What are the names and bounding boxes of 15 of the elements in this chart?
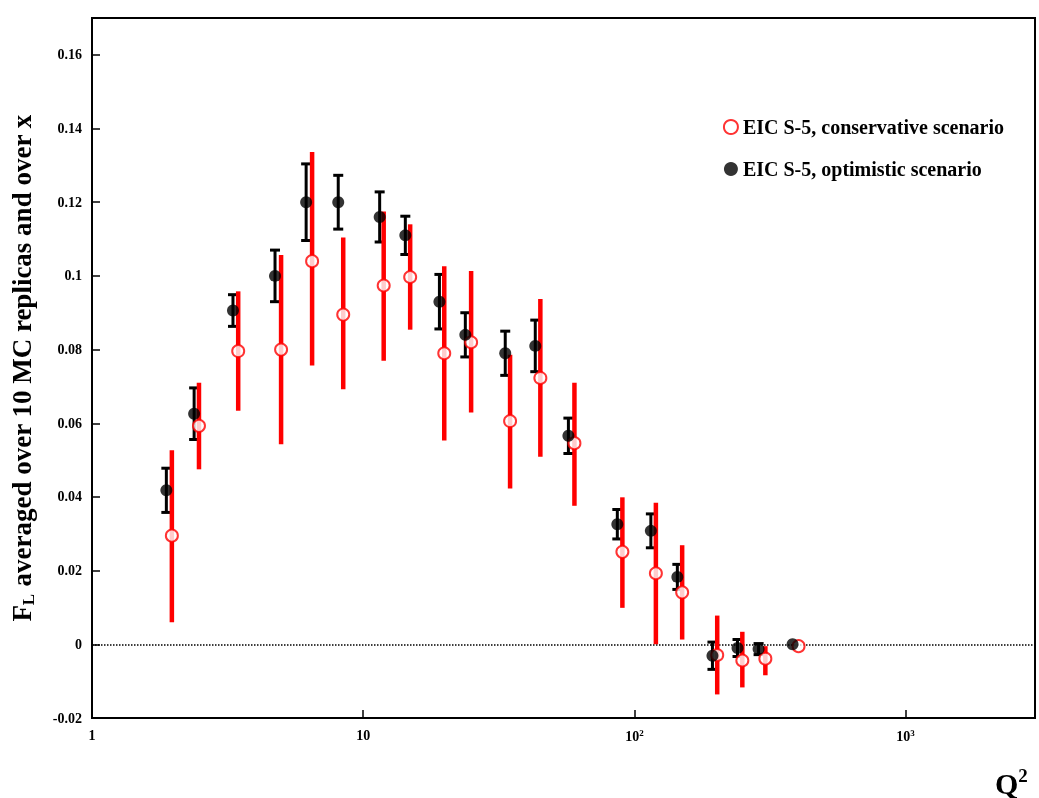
- y-tick-label: 0.14: [57, 121, 82, 137]
- y-tick-label: 0.02: [57, 563, 82, 579]
- y-axis-title: FL averaged over 10 MC replicas and over x: [6, 114, 38, 622]
- y-tick-label: 0.16: [57, 47, 82, 63]
- legend-label: EIC S-5, optimistic scenario: [742, 158, 982, 181]
- y-tick-label: 0.1: [64, 268, 82, 284]
- legend-label: EIC S-5, conservative scenario: [742, 116, 1004, 138]
- y-tick-label: 0: [75, 636, 82, 652]
- y-tick-label: -0.02: [52, 710, 82, 726]
- y-tick-label: 0.12: [57, 194, 82, 210]
- y-tick-label: 0.08: [57, 342, 82, 358]
- x-tick-label: 10: [356, 727, 371, 743]
- x-tick-label: 1: [88, 727, 96, 743]
- y-tick-label: 0.06: [57, 415, 82, 431]
- y-tick-label: 0.04: [57, 489, 82, 505]
